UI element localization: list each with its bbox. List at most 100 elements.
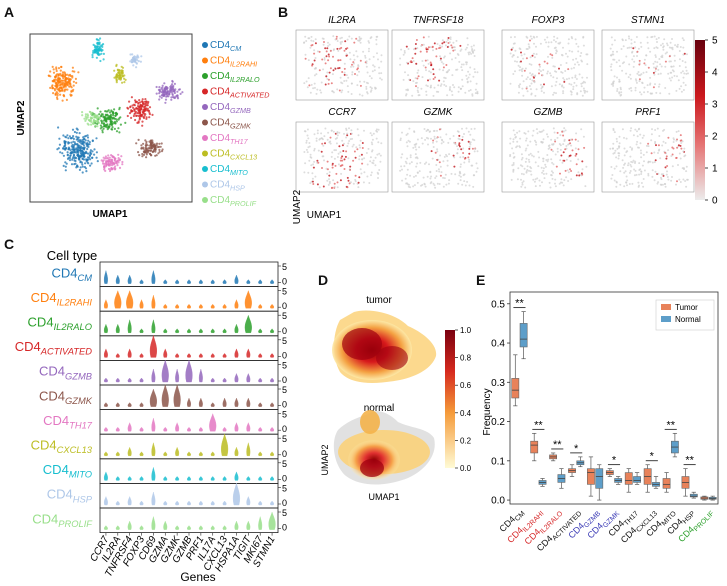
violin-gzmb-gzma bbox=[161, 359, 169, 383]
violin-cm-il17a bbox=[210, 279, 215, 284]
violin-activated-foxp3 bbox=[139, 353, 144, 358]
violin-il2ralo-gzmk bbox=[175, 328, 180, 333]
violin-cm-foxp3 bbox=[139, 279, 144, 284]
panel-e-ylabel: Frequency bbox=[482, 388, 493, 435]
legend-a-marker-prolif bbox=[202, 197, 208, 203]
panel-c-rows: CD4CM50CD4IL2RAHI50CD4IL2RALO50CD4ACTIVA… bbox=[15, 261, 287, 534]
box-normal-th17 bbox=[633, 472, 641, 485]
violin-gzmk-tnfrsf4 bbox=[127, 402, 132, 407]
violin-cm-hspa1a bbox=[234, 274, 239, 284]
panel-e-ytick: 0.4 bbox=[491, 339, 505, 350]
violin-gzmb-il2ra bbox=[115, 377, 120, 383]
feature-plot-title-stmn1: STMN1 bbox=[631, 15, 665, 26]
box-normal-mito bbox=[670, 432, 679, 458]
box-tumor-il2ralo bbox=[549, 452, 558, 462]
violin-cm-gzma bbox=[163, 279, 168, 284]
violin-gzmk-hspa1a bbox=[234, 397, 239, 407]
violin-row-tick-max: 5 bbox=[282, 336, 287, 346]
violin-il2ralo-prf1 bbox=[198, 328, 203, 333]
panel-e-ytick: 0.1 bbox=[491, 456, 505, 467]
box-tumor-cxcl13 bbox=[643, 464, 652, 493]
panel-b-xlabel: UMAP1 bbox=[307, 210, 342, 221]
violin-gzmb-stmn1 bbox=[270, 377, 275, 383]
violin-cxcl13-gzmb bbox=[187, 451, 191, 456]
violin-il2ralo-cxcl13 bbox=[222, 328, 227, 333]
panel-d-colorbar bbox=[445, 330, 455, 468]
legend-a-marker-cm bbox=[202, 42, 208, 48]
feature-plot-title-prf1: PRF1 bbox=[635, 107, 661, 118]
violin-cxcl13-tigit bbox=[246, 442, 251, 456]
violin-row-tick-max: 5 bbox=[282, 483, 287, 493]
violin-activated-prf1 bbox=[198, 353, 203, 358]
box-normal-cm bbox=[519, 311, 528, 360]
violin-cxcl13-foxp3 bbox=[139, 451, 144, 456]
violin-cxcl13-cd69 bbox=[151, 442, 156, 456]
significance-mito: ** bbox=[666, 419, 675, 431]
violin-row-tick-min: 0 bbox=[282, 301, 287, 311]
box-tumor-mito bbox=[662, 472, 671, 493]
violin-hsp-tigit bbox=[246, 495, 251, 506]
legend-a-label-cm: CD4CM bbox=[210, 40, 241, 53]
box-tumor-gzmb bbox=[587, 456, 595, 497]
violin-row-tick-max: 5 bbox=[282, 311, 287, 321]
panel-c-xlabel: Genes bbox=[180, 570, 215, 584]
violin-mito-gzma bbox=[163, 476, 168, 481]
violin-row-tick-max: 5 bbox=[282, 410, 287, 420]
legend-a-label-gzmb: CD4GZMB bbox=[210, 102, 251, 115]
violin-hsp-mki67 bbox=[258, 500, 263, 506]
violin-cm-cxcl13 bbox=[222, 279, 227, 284]
violin-th17-il17a bbox=[209, 412, 217, 432]
violin-row-tick-max: 5 bbox=[282, 508, 287, 518]
violin-th17-foxp3 bbox=[139, 426, 144, 432]
panel-d-colorbar-tick: 0.4 bbox=[460, 409, 472, 418]
violin-row-tick-max: 5 bbox=[282, 434, 287, 444]
violin-mito-il17a bbox=[210, 476, 215, 481]
box-normal-activated bbox=[576, 456, 585, 468]
box-tumor-cm bbox=[511, 354, 520, 407]
violin-th17-cxcl13 bbox=[222, 426, 227, 432]
violin-cxcl13-il2ra bbox=[115, 451, 120, 456]
panel-e-ytick: 0.5 bbox=[491, 299, 505, 310]
legend-a-label-hsp: CD4HSP bbox=[210, 180, 245, 193]
panel-b-colorbar bbox=[695, 40, 705, 200]
legend-a-marker-th17 bbox=[202, 135, 208, 141]
panel-c-title: Cell type bbox=[47, 248, 98, 263]
violin-row-label-hsp: CD4HSP bbox=[47, 487, 93, 505]
box-tumor-il2rahi bbox=[530, 432, 539, 462]
violin-cm-ccr7 bbox=[103, 270, 108, 284]
panel-e-legend: Tumor Normal bbox=[655, 299, 715, 331]
violin-mito-hspa1a bbox=[234, 471, 239, 481]
legend-e-label-tumor: Tumor bbox=[675, 303, 698, 312]
violin-il2ralo-foxp3 bbox=[139, 328, 144, 333]
panel-e-ytick: 0.3 bbox=[491, 378, 505, 389]
violin-gzmk-il17a bbox=[210, 402, 215, 407]
violin-il2ralo-gzmb bbox=[187, 328, 191, 333]
feature-plot-title-gzmk: GZMK bbox=[424, 107, 454, 118]
violin-gzmb-gzmk bbox=[175, 368, 180, 383]
panel-b-colorbar-tick: 0 bbox=[712, 196, 718, 207]
violin-cm-prf1 bbox=[198, 279, 203, 284]
violin-hsp-tnfrsf4 bbox=[127, 495, 132, 506]
box-tumor-th17 bbox=[624, 468, 633, 493]
violin-row-label-activated: CD4ACTIVATED bbox=[15, 339, 92, 357]
panel-a-umap: UMAP1 UMAP2 CD4CMCD4IL2RAHICD4IL2RALOCD4… bbox=[16, 33, 269, 220]
violin-row-label-gzmb: CD4GZMB bbox=[39, 364, 92, 382]
violin-il2rahi-foxp3 bbox=[139, 299, 144, 309]
violin-prolif-stmn1 bbox=[268, 511, 276, 530]
feature-plot-title-il2ra: IL2RA bbox=[328, 15, 356, 26]
violin-row-label-mito: CD4MITO bbox=[43, 462, 93, 480]
box-tumor-activated bbox=[568, 464, 576, 477]
legend-a-label-mito: CD4MITO bbox=[210, 164, 248, 177]
violin-gzmk-stmn1 bbox=[270, 402, 275, 407]
violin-row-tick-max: 5 bbox=[282, 262, 287, 272]
violin-th17-tnfrsf4 bbox=[127, 422, 132, 432]
violin-th17-hspa1a bbox=[234, 422, 239, 432]
violin-il2ralo-il17a bbox=[210, 328, 215, 333]
legend-a-marker-il2rahi bbox=[202, 57, 208, 64]
violin-il2ralo-ccr7 bbox=[103, 323, 108, 333]
violin-cxcl13-cxcl13 bbox=[221, 433, 229, 456]
violin-hsp-cd69 bbox=[151, 491, 156, 506]
violin-il2rahi-cxcl13 bbox=[222, 303, 227, 309]
violin-row-tick-min: 0 bbox=[282, 277, 287, 287]
